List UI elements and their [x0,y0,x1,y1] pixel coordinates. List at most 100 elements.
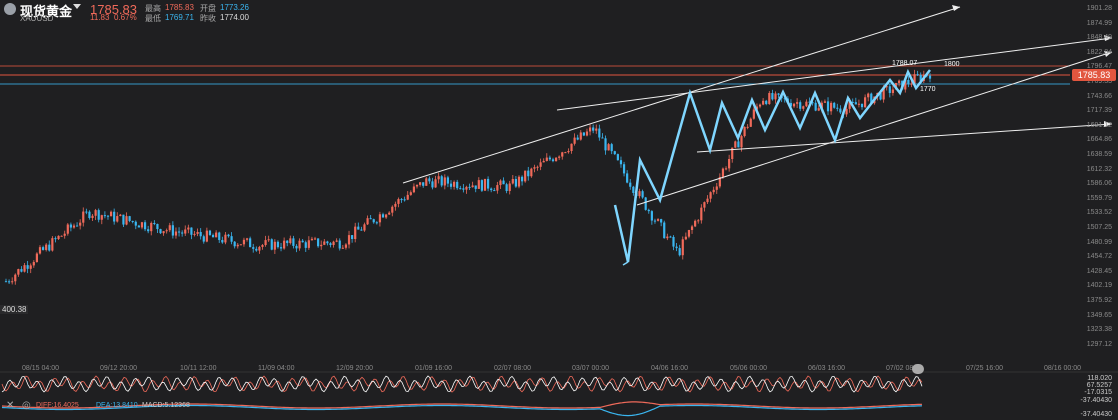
candle-body [267,239,270,241]
candle-body [137,225,140,228]
candle-body [406,194,409,200]
settings-icon[interactable]: ◎ [22,400,31,411]
candle-body [567,151,570,153]
candle-body [437,176,440,180]
chevron-down-icon[interactable] [73,4,81,9]
candle-body [409,192,412,195]
candle-body [344,244,348,248]
candle-body [792,103,796,107]
candle-body [249,238,252,248]
candle-body [758,104,762,107]
candle-body [681,239,684,256]
candle-body [449,183,453,187]
close-icon[interactable]: ✕ [6,400,15,411]
lowest-price-tag: 400.38 [0,305,29,314]
candle-body [109,211,113,217]
candle-body [663,222,666,239]
candle-body [233,241,236,247]
candle-body [211,234,215,238]
price-tick: 1586.06 [1086,180,1112,188]
candle-body [811,102,814,104]
candle-body [106,215,110,217]
candle-body [113,211,116,222]
open-value: 1773.26 [220,3,249,12]
candle-body [826,101,830,112]
candle-body [907,80,910,84]
candle-body [474,185,477,189]
candle-body [697,220,700,222]
dif-label: DIFF:16.4025 [36,402,79,409]
candle-body [140,222,144,228]
candle-body [103,215,106,217]
candle-body [162,231,165,234]
candle-body [536,166,539,168]
candle-body [425,178,428,186]
candle-body [286,240,289,244]
candle-body [604,138,607,151]
candle-body [341,247,344,249]
macd-dea-line [1,404,923,417]
candle-body [613,151,616,155]
candle-body [221,240,224,243]
time-tick: 11/09 04:00 [258,365,295,372]
price-tick: 1848.49 [1086,34,1112,42]
candle-body [511,178,514,184]
candle-body [802,106,805,109]
candle-body [295,245,298,249]
candle-body [687,229,691,237]
candle-body [63,233,66,236]
candle-body [298,240,301,249]
candle-body [570,143,573,152]
candle-body [622,164,626,174]
indicator-axis-4: -37.40430 [1080,397,1112,404]
price-tick: 1901.28 [1086,5,1112,12]
candle-body [38,247,42,254]
candle-body [159,229,162,234]
candle-body [882,86,885,100]
candle-body [731,147,734,159]
annotation-support: 1770 [920,86,936,93]
time-tick: 12/09 20:00 [336,365,373,372]
candle-body [592,127,595,131]
candle-body [168,225,171,231]
low-label: 最低 [145,14,161,23]
candle-body [199,232,202,237]
candle-body [916,74,919,76]
candle-body [193,233,196,235]
candle-body [505,184,508,191]
price-tick: 1796.47 [1086,63,1112,71]
candle-body [817,108,820,111]
candle-body [910,83,913,85]
candle-body [774,93,777,100]
candle-body [860,103,864,108]
crosshair-handle[interactable] [912,364,924,374]
candle-body [48,244,51,251]
price-tick: 1638.59 [1086,151,1112,158]
candle-body [54,238,57,240]
instrument-name[interactable]: 现货黄金 [20,4,73,19]
candle-body [230,236,233,242]
candle-body [669,236,672,238]
candle-body [598,128,601,138]
candle-body [888,86,891,93]
time-tick: 03/07 00:00 [572,365,609,372]
candle-body [755,106,759,110]
price-tick: 1769.33 [1086,78,1112,85]
candle-body [808,101,811,103]
candle-body [245,238,249,240]
candle-body [579,132,582,140]
candle-body [879,92,882,100]
candle-body [196,232,199,234]
candle-body [190,227,193,235]
candle-body [7,281,11,283]
candle-body [32,262,35,266]
candle-body [218,232,221,241]
candle-body [690,226,694,230]
candle-body [490,188,493,191]
time-tick: 01/09 16:00 [415,365,452,372]
candle-body [11,281,14,283]
dea-label: DEA:13.8410 [96,402,138,409]
candle-body [703,202,706,208]
candle-body [205,230,208,242]
